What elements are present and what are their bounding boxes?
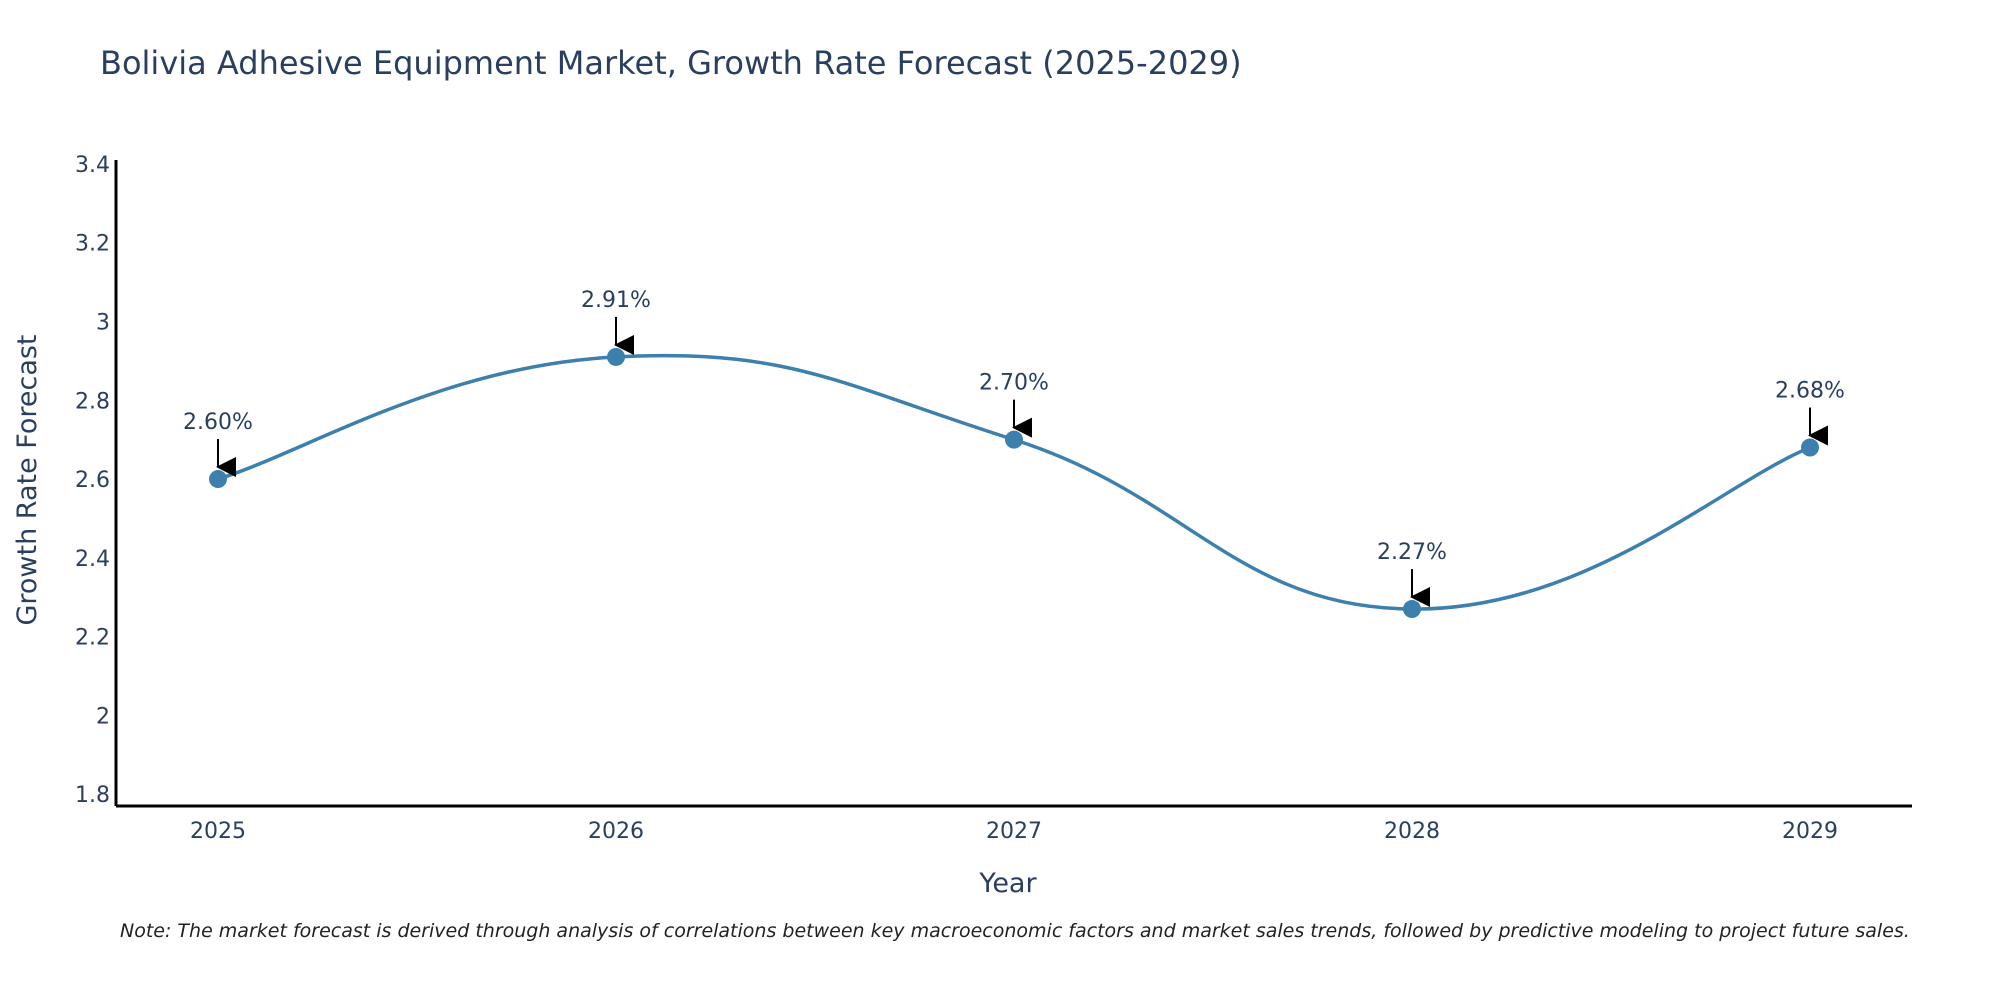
y-tick-label: 3.4 — [75, 153, 110, 178]
y-axis-title: Growth Rate Forecast — [12, 334, 43, 625]
y-tick-labels: 1.8 2 2.2 2.4 2.6 2.8 3 3.2 3.4 — [75, 153, 110, 808]
x-tick-label: 2028 — [1384, 819, 1440, 844]
x-tick-label: 2029 — [1782, 819, 1838, 844]
axes — [114, 160, 1912, 808]
y-tick-label: 2.2 — [75, 626, 110, 651]
x-tick-labels: 2025 2026 2027 2028 2029 — [190, 819, 1838, 844]
x-tick-label: 2026 — [588, 819, 644, 844]
data-point — [209, 470, 227, 489]
data-label: 2.27% — [1377, 540, 1447, 565]
y-tick-label: 3.2 — [75, 232, 110, 257]
data-point — [1801, 438, 1819, 457]
data-label: 2.70% — [979, 371, 1049, 396]
y-tick-label: 2.6 — [75, 468, 110, 493]
data-point — [1403, 600, 1421, 619]
x-tick-label: 2027 — [986, 819, 1042, 844]
chart-note: Note: The market forecast is derived thr… — [120, 920, 1910, 942]
x-tick-label: 2025 — [190, 819, 246, 844]
y-tick-label: 2.4 — [75, 547, 110, 572]
chart-title: Bolivia Adhesive Equipment Market, Growt… — [100, 44, 1242, 82]
x-axis-title: Year — [978, 868, 1037, 899]
data-label: 2.60% — [183, 410, 253, 435]
y-tick-label: 2 — [96, 704, 110, 729]
y-tick-label: 2.8 — [75, 389, 110, 414]
data-point — [607, 347, 625, 366]
data-labels: 2.60% 2.91% 2.70% 2.27% 2.68% — [183, 288, 1845, 608]
y-tick-label: 3 — [96, 311, 110, 336]
data-label: 2.68% — [1775, 379, 1845, 404]
y-tick-label: 1.8 — [75, 783, 110, 808]
data-label: 2.91% — [581, 288, 651, 313]
data-point — [1005, 430, 1023, 449]
